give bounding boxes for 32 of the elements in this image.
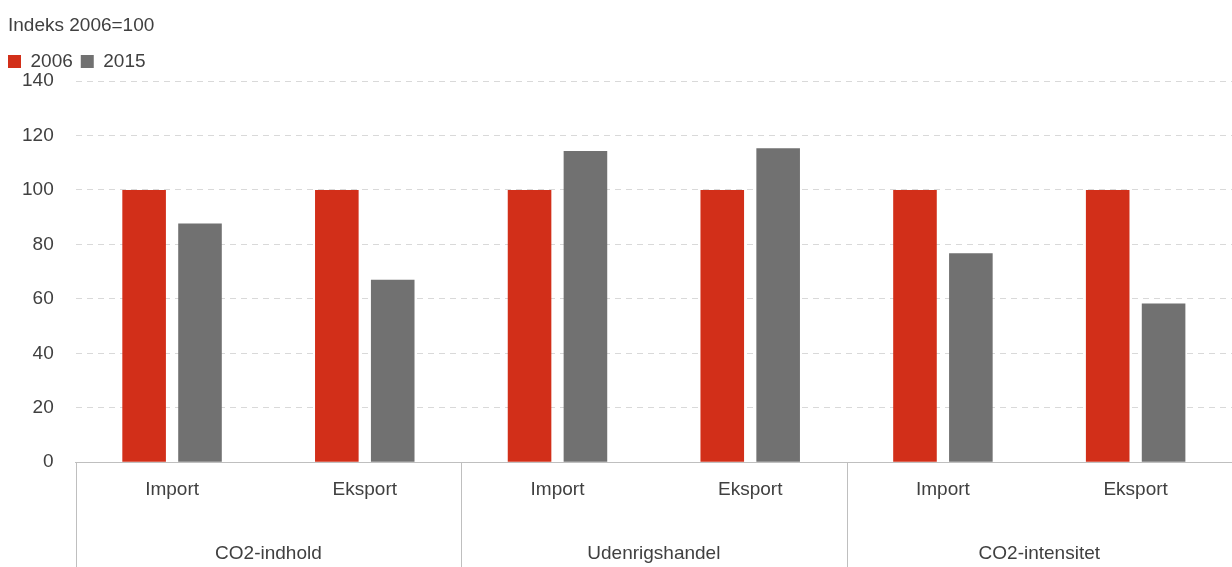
text: CO2-intensitet <box>978 542 1101 564</box>
bar <box>700 189 745 462</box>
x-tick-label: Import <box>916 477 971 499</box>
bar <box>178 223 222 462</box>
y-tick-label: 20 <box>32 395 54 417</box>
bar <box>893 189 937 462</box>
bar <box>563 150 608 462</box>
bar <box>1141 303 1186 462</box>
text: Udenrigshandel <box>587 542 721 564</box>
bar <box>370 279 415 462</box>
bar <box>949 253 993 462</box>
y-tick-label: 80 <box>32 232 54 254</box>
legend-label: 2015 <box>103 49 146 71</box>
legend-label: 2006 <box>30 49 73 71</box>
x-tick-label: Eksport <box>1103 477 1169 499</box>
y-tick-label: 100 <box>22 178 54 200</box>
y-tick-label: 60 <box>32 287 54 309</box>
y-tick-label: 140 <box>22 69 54 91</box>
x-tick-label: Import <box>530 477 586 499</box>
x-tick-label: Eksport <box>718 477 784 499</box>
y-tick-label: 120 <box>22 123 54 145</box>
bar <box>756 148 800 462</box>
bar <box>122 189 166 462</box>
bar <box>315 189 359 462</box>
bar <box>1085 189 1130 462</box>
y-tick-label: 0 <box>43 450 54 472</box>
x-tick-label: Eksport <box>332 477 398 499</box>
y-tick-label: 40 <box>32 341 54 363</box>
x-tick-label: Import <box>145 477 200 499</box>
bar <box>507 189 552 462</box>
text: CO2-indhold <box>215 542 322 564</box>
y-axis-title: Indeks 2006=100 <box>8 14 155 36</box>
